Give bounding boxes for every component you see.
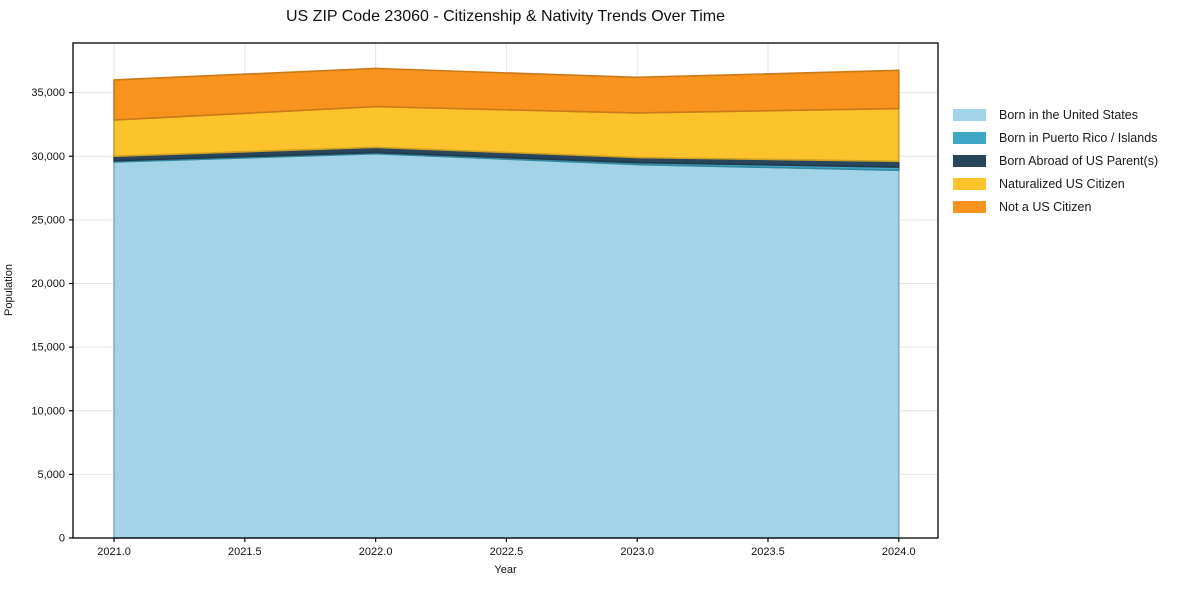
- x-tick-label: 2023.5: [751, 546, 785, 558]
- legend-label: Born in Puerto Rico / Islands: [999, 130, 1158, 145]
- legend-label: Born Abroad of US Parent(s): [999, 153, 1159, 168]
- x-tick-label: 2021.0: [97, 546, 131, 558]
- legend-item: Naturalized US Citizen: [953, 172, 1158, 195]
- legend-swatch: [953, 154, 986, 167]
- y-tick-label: 5,000: [37, 469, 65, 481]
- x-axis-label: Year: [494, 564, 517, 576]
- y-tick-label: 20,000: [31, 278, 65, 290]
- legend-label: Not a US Citizen: [999, 199, 1092, 214]
- legend-item: Born in Puerto Rico / Islands: [953, 126, 1158, 149]
- area-series: [113, 152, 900, 539]
- legend-item: Not a US Citizen: [953, 195, 1158, 218]
- legend-item: Born Abroad of US Parent(s): [953, 149, 1158, 172]
- legend-item: Born in the United States: [953, 103, 1158, 126]
- legend-swatch: [953, 131, 986, 144]
- area-series: [113, 67, 900, 121]
- legend-label: Born in the United States: [999, 107, 1138, 122]
- x-tick-label: 2024.0: [882, 546, 916, 558]
- legend: Born in the United States Born in Puerto …: [953, 103, 1158, 218]
- y-tick-label: 25,000: [31, 214, 65, 226]
- x-tick-label: 2023.0: [620, 546, 654, 558]
- legend-label: Naturalized US Citizen: [999, 176, 1125, 191]
- x-tick-label: 2022.5: [490, 546, 524, 558]
- chart-title: US ZIP Code 23060 - Citizenship & Nativi…: [286, 8, 725, 25]
- y-tick-label: 30,000: [31, 151, 65, 163]
- axes-spines: [72, 42, 939, 539]
- x-tick-label: 2022.0: [359, 546, 393, 558]
- legend-swatch: [953, 200, 986, 213]
- x-tick-label: 2021.5: [228, 546, 262, 558]
- y-tick-label: 10,000: [31, 405, 65, 417]
- y-tick-label: 35,000: [31, 87, 65, 99]
- legend-swatch: [953, 108, 986, 121]
- y-tick-label: 0: [59, 533, 65, 545]
- legend-swatch: [953, 177, 986, 190]
- y-tick-label: 15,000: [31, 342, 65, 354]
